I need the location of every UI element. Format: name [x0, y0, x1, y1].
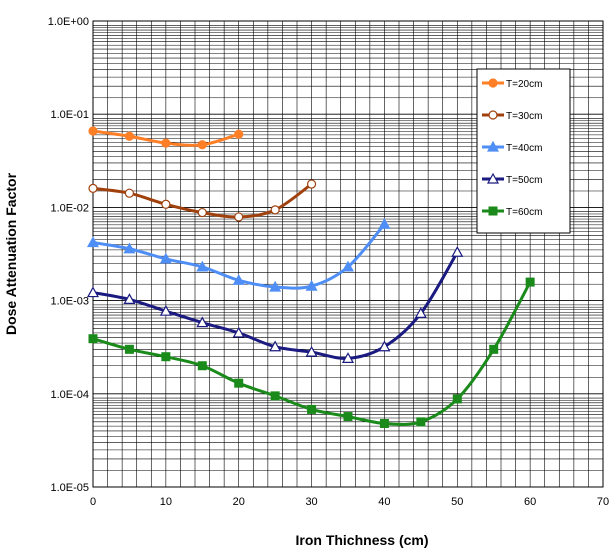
- legend-item: T=50cm: [482, 172, 542, 186]
- legend-label: T=40cm: [506, 143, 542, 154]
- y-tick-label: 1.0E-01: [50, 109, 89, 121]
- x-tick-label: 60: [524, 496, 536, 508]
- legend-item: T=30cm: [482, 110, 542, 122]
- data-point: [196, 316, 209, 328]
- data-point: [378, 217, 391, 229]
- data-point: [307, 404, 317, 414]
- data-point: [232, 326, 245, 338]
- x-axis-ticks: 0 10 20 30 40 50 60 70: [90, 496, 609, 508]
- data-point: [86, 236, 100, 248]
- data-point: [88, 183, 98, 193]
- x-axis-title: Iron Thichness (cm): [295, 532, 428, 548]
- y-tick-label: 1.0E-04: [50, 389, 89, 401]
- data-point: [343, 412, 353, 422]
- x-tick-label: 40: [378, 496, 390, 508]
- legend-label: T=30cm: [506, 111, 542, 122]
- grid: [92, 21, 604, 488]
- series-layer: [86, 126, 535, 429]
- x-tick-label: 0: [90, 496, 96, 508]
- data-point: [379, 419, 389, 429]
- data-point: [269, 280, 282, 292]
- data-point: [305, 345, 318, 357]
- data-point: [525, 277, 535, 287]
- data-point: [416, 417, 426, 427]
- plot-frame: [92, 20, 604, 488]
- data-point: [489, 344, 499, 354]
- x-tick-label: 30: [305, 496, 317, 508]
- data-point: [269, 340, 282, 352]
- legend: T=20cm T=30cm T=40cm T=50cm T=60cm: [476, 68, 571, 234]
- data-point: [86, 286, 100, 298]
- data-point: [306, 179, 317, 189]
- data-point: [305, 279, 318, 291]
- data-point: [161, 352, 171, 362]
- data-point: [232, 274, 245, 285]
- data-point: [124, 131, 135, 141]
- legend-marker: [486, 172, 500, 184]
- legend-item: T=20cm: [482, 78, 542, 90]
- data-point: [234, 378, 244, 388]
- y-tick-label: 1.0E-02: [50, 202, 89, 214]
- data-point: [88, 334, 98, 344]
- data-point: [197, 361, 207, 371]
- y-axis-ticks: 1.0E-05 1.0E-04 1.0E-03 1.0E-02 1.0E-01 1.0E+…: [48, 16, 89, 494]
- legend-label: T=60cm: [506, 207, 542, 218]
- x-tick-label: 70: [597, 496, 609, 508]
- series-t-60cm: [88, 277, 535, 429]
- y-axis-title: Dose Attenuation Factor: [3, 172, 19, 335]
- data-point: [341, 260, 355, 272]
- data-point: [452, 394, 462, 404]
- data-point: [159, 304, 172, 316]
- data-point: [123, 242, 136, 254]
- data-point: [270, 391, 280, 401]
- data-point: [161, 199, 171, 209]
- data-point: [196, 260, 209, 272]
- x-tick-label: 10: [160, 496, 172, 508]
- series-t-20cm: [88, 126, 244, 150]
- data-point: [197, 207, 207, 218]
- data-point: [197, 140, 207, 150]
- data-point: [161, 138, 171, 148]
- legend-marker: [488, 78, 498, 88]
- data-point: [270, 205, 280, 215]
- x-tick-label: 20: [233, 496, 245, 508]
- data-point: [414, 307, 427, 318]
- data-point: [234, 129, 244, 139]
- y-tick-label: 1.0E+00: [48, 16, 89, 28]
- legend-marker: [486, 140, 500, 152]
- y-tick-label: 1.0E-05: [50, 482, 89, 494]
- x-tick-label: 50: [451, 496, 463, 508]
- data-point: [234, 212, 244, 222]
- data-point: [88, 126, 98, 136]
- data-point: [159, 252, 172, 264]
- legend-marker: [488, 110, 498, 120]
- series-t-50cm: [86, 246, 464, 363]
- legend-label: T=50cm: [506, 175, 542, 186]
- data-point: [451, 246, 464, 257]
- data-point: [378, 340, 391, 352]
- legend-item: T=60cm: [482, 206, 542, 218]
- data-point: [124, 188, 135, 198]
- data-point: [123, 293, 136, 305]
- data-point: [341, 352, 355, 363]
- y-tick-label: 1.0E-03: [50, 296, 89, 308]
- legend-item: T=40cm: [482, 140, 542, 154]
- legend-marker: [488, 206, 498, 216]
- series-t-40cm: [86, 217, 391, 292]
- legend-label: T=20cm: [506, 79, 542, 90]
- data-point: [124, 344, 134, 354]
- series-t-30cm: [88, 179, 317, 222]
